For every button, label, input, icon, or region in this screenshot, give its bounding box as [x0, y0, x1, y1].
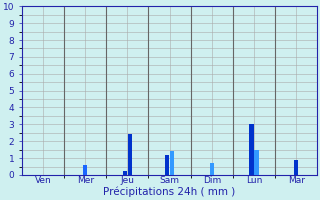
Bar — [165, 155, 169, 175]
Bar — [83, 165, 87, 175]
Bar — [128, 134, 132, 175]
X-axis label: Précipitations 24h ( mm ): Précipitations 24h ( mm ) — [103, 187, 236, 197]
Bar — [210, 163, 214, 175]
Bar — [123, 171, 127, 175]
Bar — [170, 151, 174, 175]
Bar — [254, 150, 259, 175]
Bar — [249, 124, 253, 175]
Bar — [294, 160, 298, 175]
